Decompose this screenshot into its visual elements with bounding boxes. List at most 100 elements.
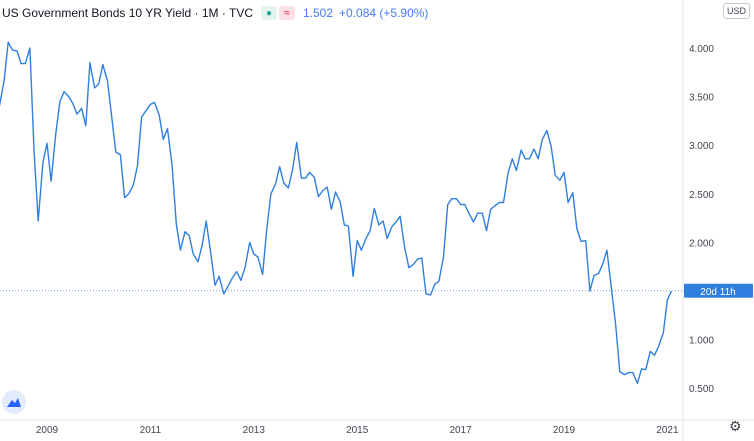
data-point (524, 158, 526, 160)
y-tick-label: 4.000 (689, 44, 714, 55)
data-point (175, 223, 177, 225)
data-point (253, 253, 255, 255)
data-point (559, 179, 561, 181)
data-point (317, 196, 319, 198)
data-point (16, 50, 18, 52)
data-point (395, 221, 397, 223)
data-point (640, 368, 642, 370)
data-point (274, 183, 276, 185)
data-point (287, 187, 289, 189)
data-point (498, 201, 500, 203)
price-change: +0.084 (+5.90%) (339, 6, 429, 20)
data-point (593, 274, 595, 276)
data-point (580, 240, 582, 242)
delayed-data-approx-icon[interactable]: ≈ (279, 6, 295, 20)
data-point (218, 275, 220, 277)
data-point (55, 132, 57, 134)
data-point (585, 239, 587, 241)
data-point (476, 212, 478, 214)
data-point (330, 208, 332, 210)
last-price-tag (684, 283, 753, 298)
y-tick-label: 2.000 (689, 238, 714, 249)
data-point (489, 208, 491, 210)
data-point (102, 63, 104, 65)
data-point (442, 256, 444, 258)
data-point (283, 182, 285, 184)
data-point (76, 113, 78, 115)
data-point (334, 191, 336, 193)
data-point (434, 283, 436, 285)
data-point (227, 285, 229, 287)
data-point (214, 284, 216, 286)
y-tick-label: 3.500 (689, 93, 714, 104)
data-point (197, 261, 199, 263)
data-point (446, 203, 448, 205)
data-point (404, 247, 406, 249)
currency-button[interactable]: USD (722, 3, 750, 19)
data-point (391, 226, 393, 228)
data-point (145, 109, 147, 111)
data-point (455, 197, 457, 199)
data-point (662, 332, 664, 334)
data-point (304, 177, 306, 179)
data-point (0, 105, 1, 107)
data-point (438, 280, 440, 282)
data-point (20, 62, 22, 64)
data-point (37, 220, 39, 222)
data-point (98, 83, 100, 85)
data-point (296, 141, 298, 143)
data-point (80, 107, 82, 109)
data-point (386, 237, 388, 239)
data-point (11, 49, 13, 51)
y-tick-label: 2.500 (689, 190, 714, 201)
market-status-dot-icon[interactable]: ● (261, 6, 277, 20)
data-point (110, 115, 112, 117)
data-point (166, 127, 168, 129)
data-point (507, 171, 509, 173)
x-tick-label: 2009 (36, 425, 59, 436)
data-point (261, 273, 263, 275)
data-point (550, 145, 552, 147)
data-point (210, 253, 212, 255)
data-point (127, 193, 129, 195)
data-point (597, 272, 599, 274)
data-point (563, 171, 565, 173)
data-point (606, 249, 608, 251)
data-point (192, 253, 194, 255)
symbol-title[interactable]: US Government Bonds 10 YR Yield · 1M · T… (2, 6, 253, 20)
data-point (33, 151, 35, 153)
data-point (502, 201, 504, 203)
data-point (464, 203, 466, 205)
data-point (347, 225, 349, 227)
data-point (369, 230, 371, 232)
data-point (119, 154, 121, 156)
y-tick-label: 3.000 (689, 141, 714, 152)
data-point (68, 95, 70, 97)
data-point (619, 370, 621, 372)
data-point (425, 293, 427, 295)
data-point (93, 87, 95, 89)
data-point (666, 299, 668, 301)
tradingview-logo-icon[interactable] (2, 390, 26, 414)
data-point (649, 350, 651, 352)
data-point (158, 114, 160, 116)
settings-gear-icon[interactable]: ⚙ (729, 418, 742, 434)
data-point (343, 224, 345, 226)
last-price: 1.502 (303, 6, 334, 20)
data-point (451, 197, 453, 199)
x-tick-label: 2011 (140, 425, 162, 436)
data-point (602, 263, 604, 265)
data-point (541, 138, 543, 140)
data-point (399, 215, 401, 217)
data-point (59, 100, 61, 102)
data-point (554, 174, 556, 176)
data-point (615, 324, 617, 326)
x-tick-label: 2019 (553, 425, 576, 436)
data-point (291, 168, 293, 170)
data-point (3, 80, 5, 82)
data-point (670, 290, 672, 292)
data-point (123, 196, 125, 198)
data-point (29, 47, 31, 49)
data-point (188, 234, 190, 236)
